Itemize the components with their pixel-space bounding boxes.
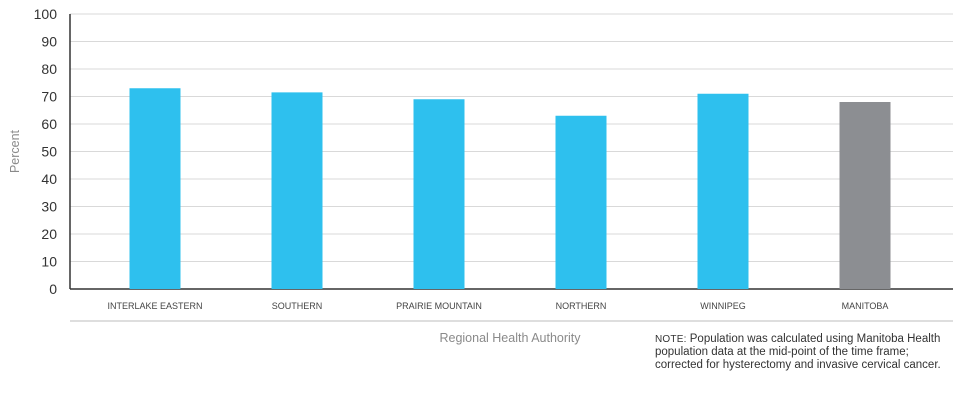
y-tick-label: 10 bbox=[41, 254, 57, 270]
y-tick-label: 80 bbox=[41, 61, 57, 77]
x-tick-label: PRAIRIE MOUNTAIN bbox=[396, 301, 482, 311]
bar bbox=[129, 88, 181, 289]
y-tick-label: 30 bbox=[41, 199, 57, 215]
x-tick-label: INTERLAKE EASTERN bbox=[107, 301, 202, 311]
x-axis-title: Regional Health Authority bbox=[439, 331, 581, 345]
bar bbox=[839, 102, 891, 289]
x-tick-label: WINNIPEG bbox=[700, 301, 746, 311]
y-tick-label: 90 bbox=[41, 34, 57, 50]
bar bbox=[555, 115, 607, 289]
y-tick-label: 100 bbox=[34, 6, 58, 22]
x-tick-label: SOUTHERN bbox=[272, 301, 323, 311]
y-tick-label: 70 bbox=[41, 89, 57, 105]
y-tick-label: 40 bbox=[41, 171, 57, 187]
bar bbox=[271, 92, 323, 289]
footnote-text: Population was calculated using Manitoba… bbox=[655, 333, 941, 371]
y-axis-title: Percent bbox=[8, 129, 22, 173]
y-tick-label: 50 bbox=[41, 144, 57, 160]
y-tick-label: 60 bbox=[41, 116, 57, 132]
x-tick-label: MANITOBA bbox=[842, 301, 889, 311]
bar bbox=[413, 99, 465, 289]
x-tick-label: NORTHERN bbox=[556, 301, 607, 311]
footnote: NOTE: Population was calculated using Ma… bbox=[655, 333, 953, 372]
y-tick-label: 20 bbox=[41, 226, 57, 242]
bar bbox=[697, 93, 749, 289]
y-tick-label: 0 bbox=[49, 281, 57, 297]
footnote-prefix: NOTE: bbox=[655, 334, 687, 345]
